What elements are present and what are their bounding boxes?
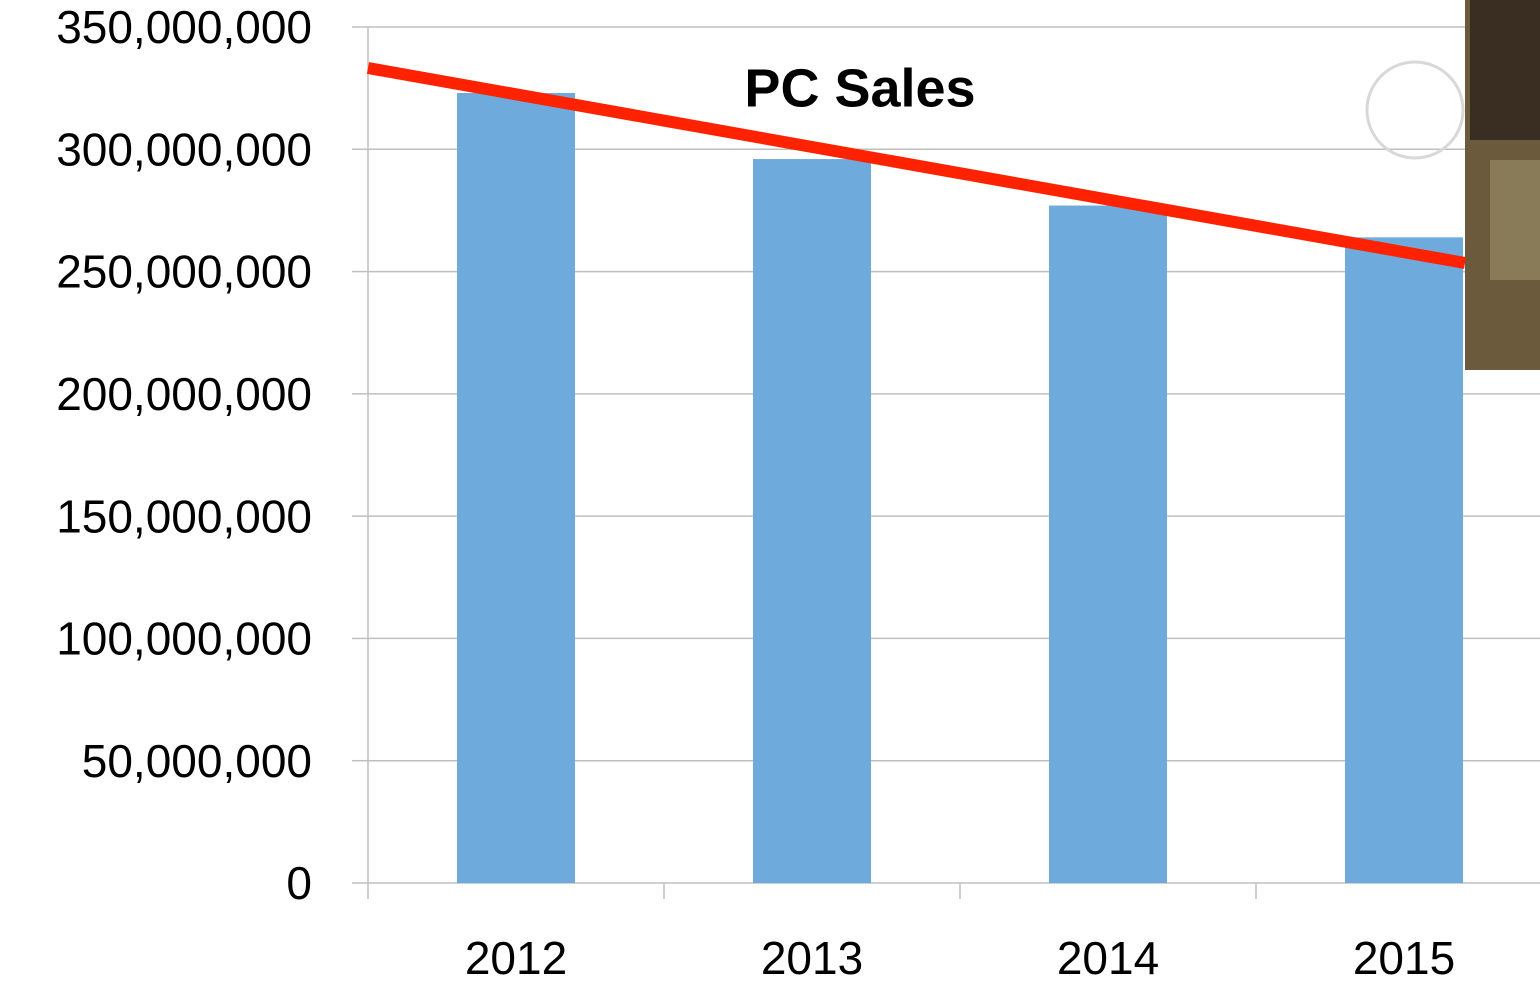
y-tick-label: 250,000,000	[56, 246, 312, 298]
bars	[457, 93, 1463, 884]
x-tick-label: 2013	[761, 932, 863, 984]
bar	[457, 93, 575, 883]
y-tick-label: 350,000,000	[56, 1, 312, 53]
photo-detail	[1470, 0, 1540, 140]
bar	[753, 159, 871, 883]
x-tick-label: 2015	[1353, 932, 1455, 984]
chart-title: PC Sales	[744, 58, 975, 118]
grid: 0 50,000,000 100,000,000 150,000,000 200,000…	[56, 1, 1540, 984]
x-tick-label: 2014	[1057, 932, 1159, 984]
x-tick-label: 2012	[465, 932, 567, 984]
glass-decoration	[1365, 60, 1465, 160]
trend-line	[366, 62, 1467, 269]
y-tick-label: 0	[286, 857, 312, 909]
decoration	[366, 0, 1540, 370]
bar	[1049, 205, 1167, 884]
photo-detail	[1490, 160, 1540, 280]
y-tick-label: 100,000,000	[56, 613, 312, 665]
bar	[1345, 237, 1463, 883]
y-tick-label: 300,000,000	[56, 123, 312, 175]
y-tick-label: 200,000,000	[56, 368, 312, 420]
y-tick-label: 150,000,000	[56, 490, 312, 542]
y-tick-label: 50,000,000	[82, 735, 312, 787]
